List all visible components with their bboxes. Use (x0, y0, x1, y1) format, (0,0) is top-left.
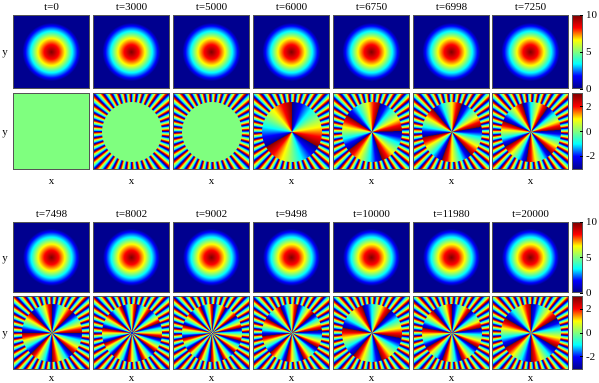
phase-panel (413, 93, 490, 170)
phase-panel (413, 296, 490, 370)
panel-title: t=0 (44, 1, 59, 13)
colorbar-tick-label: 10 (586, 9, 597, 21)
phase-panel (13, 296, 90, 370)
colorbar-tick (580, 292, 583, 294)
phase-panel (492, 296, 569, 370)
density-panel (13, 15, 90, 89)
x-axis-label: x (288, 372, 295, 383)
density-panel (13, 222, 90, 293)
phase-panel (93, 296, 170, 370)
colorbar-tick-label: 0 (586, 327, 592, 339)
panel-title: t=20000 (512, 208, 549, 220)
x-axis-label: x (288, 175, 295, 187)
colorbar-tick (580, 221, 583, 223)
phase-core (261, 304, 322, 362)
x-axis-label: x (208, 175, 215, 187)
phase-panel (173, 296, 250, 370)
x-axis-label: x (48, 175, 55, 187)
x-axis-label: x (48, 372, 55, 383)
phase-panel (173, 93, 250, 170)
colorbar-tick (580, 106, 583, 108)
density-panel (173, 15, 250, 89)
panel-title: t=8002 (115, 208, 148, 220)
y-axis-label: y (2, 46, 8, 58)
phase-core (101, 304, 162, 362)
x-axis-label: x (208, 372, 215, 383)
phase-panel (333, 296, 410, 370)
density-panel (492, 15, 569, 89)
panel-title: t=10000 (353, 208, 390, 220)
x-axis-label: x (527, 372, 534, 383)
phase-core (181, 304, 242, 362)
phase-core (181, 101, 242, 162)
phase-core (421, 304, 482, 362)
colorbar-tick-label: 2 (586, 100, 592, 113)
phase-panel (333, 93, 410, 170)
phase-core (500, 101, 561, 162)
x-axis-label: x (128, 372, 135, 383)
x-axis-label: x (368, 175, 375, 187)
density-panel (93, 15, 170, 89)
colorbar-tick (580, 51, 583, 53)
x-axis-label: x (448, 175, 455, 187)
colorbar-tick-label: -2 (586, 150, 596, 163)
density-panel (253, 222, 330, 293)
density-panel (333, 15, 410, 89)
colorbar-tick (580, 155, 583, 157)
panel-title: t=6750 (355, 1, 388, 13)
colorbar-tick-label: 2 (586, 303, 592, 316)
phase-core (341, 304, 402, 362)
colorbar-tick-label: 5 (586, 46, 592, 58)
y-axis-label: y (2, 251, 8, 264)
phase-panel (253, 296, 330, 370)
x-axis-label: x (128, 175, 135, 187)
colorbar-tick (580, 356, 583, 358)
colorbar-tick (580, 257, 583, 258)
y-axis-label: y (2, 125, 8, 138)
density-panel (413, 15, 490, 89)
density-panel (253, 15, 330, 89)
panel-title: t=6000 (275, 1, 308, 13)
colorbar-tick-label: 0 (586, 287, 592, 299)
phase-core (261, 101, 322, 162)
panel-title: t=9498 (275, 208, 308, 220)
panel-title: t=6998 (435, 1, 468, 13)
colorbar-tick-label: 0 (586, 83, 592, 95)
panel-title: t=9002 (195, 208, 228, 220)
phase-panel (13, 93, 90, 170)
phase-core (341, 101, 402, 162)
panel-title: t=5000 (195, 1, 228, 13)
colorbar-tick-label: 0 (586, 125, 592, 138)
colorbar-tick (580, 332, 583, 334)
phase-panel (253, 93, 330, 170)
colorbar-tick-label: 10 (586, 216, 597, 228)
panel-title: t=11980 (433, 208, 470, 220)
phase-panel (492, 93, 569, 170)
density-panel (173, 222, 250, 293)
density-panel (492, 222, 569, 293)
phase-core (500, 304, 561, 362)
density-panel (413, 222, 490, 293)
x-axis-label: x (448, 372, 455, 383)
panel-title: t=7250 (514, 1, 547, 13)
panel-title: t=7498 (35, 208, 68, 220)
colorbar-tick (580, 308, 583, 310)
x-axis-label: x (527, 175, 534, 187)
colorbar-tick (580, 14, 583, 16)
phase-core (21, 304, 82, 362)
density-panel (93, 222, 170, 293)
density-panel (333, 222, 410, 293)
colorbar-tick-label: 5 (586, 251, 592, 264)
colorbar-tick (580, 131, 583, 132)
colorbar-tick-label: -2 (586, 350, 596, 363)
panel-title: t=3000 (115, 1, 148, 13)
y-axis-label: y (2, 327, 8, 339)
phase-core (421, 101, 482, 162)
x-axis-label: x (368, 372, 375, 383)
phase-core (101, 101, 162, 162)
phase-panel (93, 93, 170, 170)
colorbar-tick (580, 88, 583, 90)
